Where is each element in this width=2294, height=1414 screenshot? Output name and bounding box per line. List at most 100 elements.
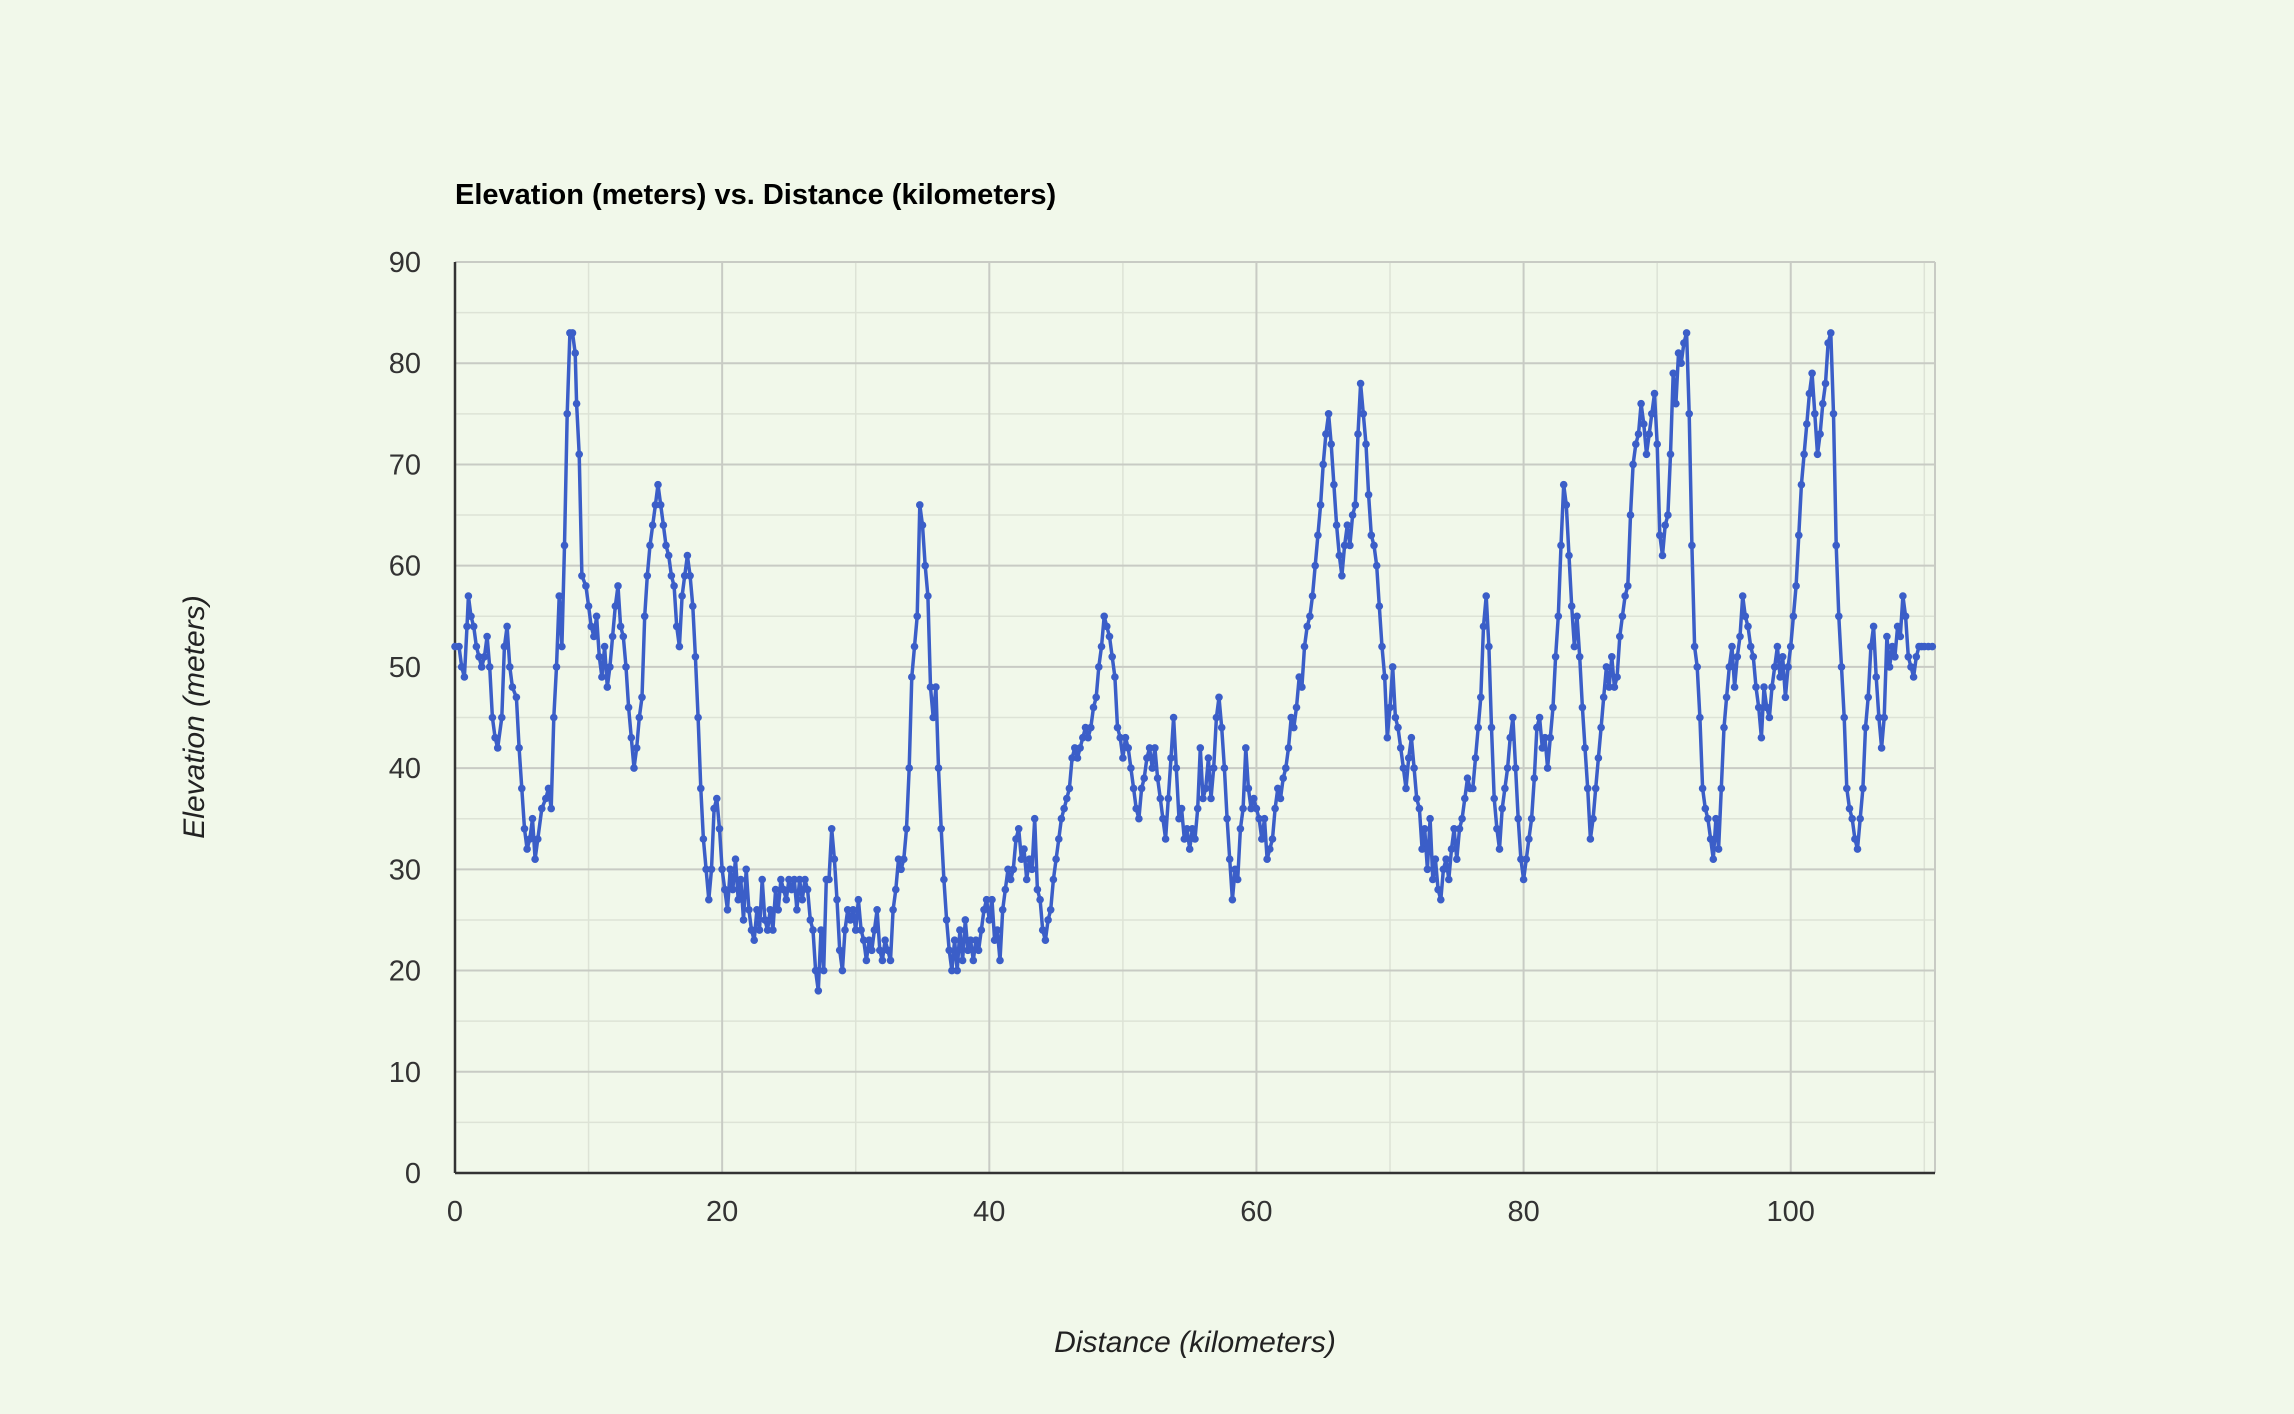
data-point xyxy=(1076,744,1084,752)
data-point xyxy=(1845,804,1854,813)
data-point xyxy=(1624,582,1632,590)
data-point xyxy=(664,551,673,560)
data-point xyxy=(638,693,646,702)
data-point xyxy=(817,926,825,934)
data-point xyxy=(1872,673,1880,681)
data-point xyxy=(1546,733,1555,742)
data-point xyxy=(1188,825,1197,833)
tick-layer: 0 20 40 60 80 100 0 10 20 30 40 50 60 70 80 90 xyxy=(389,247,1815,1228)
series-layer xyxy=(451,329,1937,995)
data-point xyxy=(1888,642,1897,651)
data-point xyxy=(1754,703,1763,712)
data-point xyxy=(1824,339,1832,347)
data-point xyxy=(1674,349,1683,357)
data-point xyxy=(1156,794,1165,803)
data-point xyxy=(648,521,657,529)
data-point xyxy=(534,835,542,843)
data-point xyxy=(1669,369,1677,378)
data-point xyxy=(900,855,908,863)
data-point xyxy=(843,906,852,914)
data-point xyxy=(715,825,724,833)
data-point xyxy=(662,541,670,550)
data-point xyxy=(1180,835,1189,843)
data-point xyxy=(646,541,654,550)
data-point xyxy=(1335,551,1344,560)
data-point xyxy=(1063,794,1071,803)
data-point xyxy=(1730,683,1739,691)
data-point xyxy=(1351,501,1360,509)
data-point xyxy=(809,926,817,934)
data-point xyxy=(1485,642,1493,651)
data-point xyxy=(457,663,466,671)
data-point xyxy=(1092,693,1100,702)
data-point xyxy=(1060,804,1068,813)
data-point xyxy=(1770,663,1779,671)
data-point xyxy=(1869,622,1878,631)
data-point xyxy=(859,936,868,944)
data-point xyxy=(1599,693,1608,702)
data-point xyxy=(1274,784,1282,793)
data-point xyxy=(1744,622,1752,631)
data-point xyxy=(1242,744,1250,752)
data-point xyxy=(1901,612,1910,621)
y-tick-label: 0 xyxy=(405,1158,421,1190)
data-point xyxy=(1482,592,1490,600)
data-point xyxy=(721,885,729,894)
data-point xyxy=(1020,845,1028,853)
data-point xyxy=(667,572,676,580)
data-point xyxy=(1749,653,1758,661)
data-point xyxy=(1704,814,1712,823)
data-point xyxy=(1549,703,1557,712)
data-point xyxy=(1819,399,1827,408)
data-point xyxy=(1511,764,1520,772)
data-point xyxy=(1095,663,1103,671)
data-point xyxy=(702,865,710,874)
data-point xyxy=(1877,744,1886,752)
data-point xyxy=(998,906,1007,914)
data-point xyxy=(750,936,758,944)
data-point xyxy=(982,895,991,904)
data-point xyxy=(851,926,860,934)
data-point xyxy=(1551,653,1560,661)
data-point xyxy=(811,966,820,975)
axis-layer xyxy=(453,262,1935,1175)
data-point xyxy=(1161,835,1170,843)
data-point xyxy=(1445,875,1453,884)
data-point xyxy=(1578,703,1587,712)
data-point xyxy=(1148,764,1157,772)
data-point xyxy=(1089,703,1098,712)
data-point xyxy=(1632,440,1640,449)
chart-title: Elevation (meters) vs. Distance (kilomet… xyxy=(455,179,1056,211)
data-point xyxy=(1720,723,1728,732)
data-point xyxy=(600,642,609,651)
data-point xyxy=(876,946,884,955)
data-point xyxy=(1303,622,1311,631)
data-point xyxy=(990,936,999,944)
data-point xyxy=(1362,440,1370,449)
data-point xyxy=(1608,653,1616,661)
data-point xyxy=(1875,713,1883,722)
data-point xyxy=(680,572,689,580)
data-point xyxy=(771,885,780,894)
data-point xyxy=(483,632,491,641)
data-point xyxy=(1012,835,1020,843)
data-point xyxy=(498,713,506,722)
data-point xyxy=(1455,825,1464,833)
data-point xyxy=(980,906,988,914)
data-point xyxy=(825,875,833,884)
data-point xyxy=(1837,663,1846,671)
data-point xyxy=(1311,561,1319,570)
data-point xyxy=(627,733,636,742)
data-point xyxy=(528,814,537,823)
data-point xyxy=(659,521,668,529)
data-point xyxy=(1268,835,1277,843)
x-axis-title: Distance (kilometers) xyxy=(1054,1326,1336,1359)
data-point xyxy=(1677,359,1685,368)
data-point xyxy=(1108,653,1116,661)
data-point xyxy=(1471,754,1480,762)
data-point xyxy=(1014,825,1023,833)
data-point xyxy=(1581,744,1589,752)
data-point xyxy=(1127,764,1135,772)
data-point xyxy=(1418,845,1426,853)
